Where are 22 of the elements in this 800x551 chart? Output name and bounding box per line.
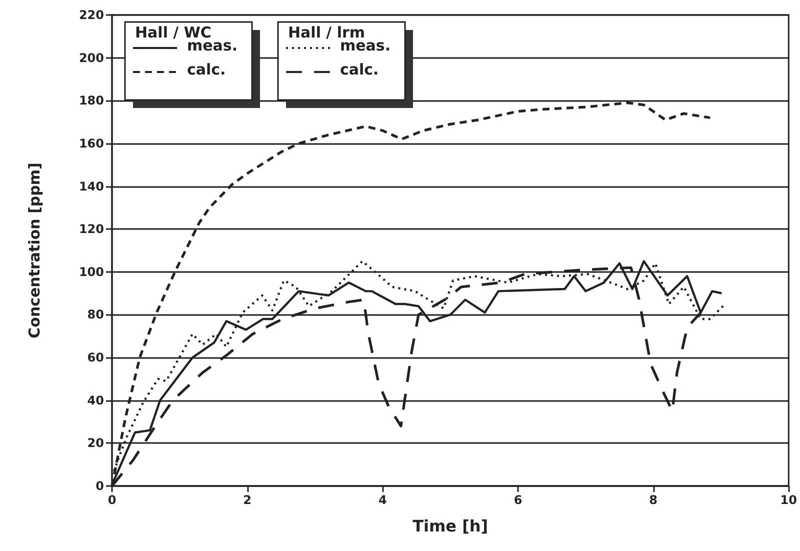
y-tick-label: 220 (78, 8, 104, 22)
y-tick-label: 100 (78, 264, 104, 279)
y-tick-label: 60 (87, 350, 104, 365)
y-axis-title: Concentration [ppm] (26, 162, 44, 338)
x-tick-label: 4 (378, 493, 387, 507)
x-tick-label: 0 (108, 493, 116, 507)
y-tick-label: 0 (96, 479, 104, 493)
y-tick-label: 20 (87, 436, 104, 450)
x-axis-title: Time [h] (412, 516, 488, 536)
legend-label: calc. (187, 60, 226, 78)
y-tick-label: 160 (78, 136, 104, 150)
y-tick-label: 40 (87, 393, 104, 408)
y-tick-label: 140 (78, 179, 104, 194)
x-tick-label: 2 (243, 493, 252, 507)
y-tick-label: 120 (78, 222, 104, 236)
x-tick-label: 10 (780, 493, 797, 507)
legend-label: calc. (340, 60, 379, 78)
y-tick-label: 200 (78, 50, 104, 65)
x-tick-label: 6 (514, 493, 522, 507)
y-tick-label: 180 (78, 94, 104, 108)
x-tick-label: 8 (649, 493, 658, 507)
y-tick-label: 80 (87, 308, 104, 322)
